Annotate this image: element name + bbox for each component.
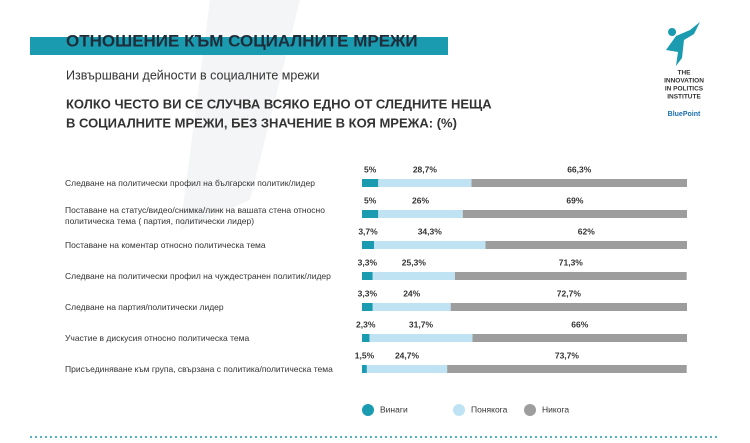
bar-segment — [485, 241, 687, 249]
bar-segment — [362, 272, 373, 280]
value-label: 28,7% — [413, 164, 438, 174]
value-label: 3,7% — [358, 226, 378, 236]
bar-segment — [362, 210, 379, 218]
legend-label: Понякога — [471, 404, 508, 414]
legend-swatch — [362, 404, 374, 416]
value-label: 71,3% — [559, 257, 584, 267]
legend-swatch — [453, 404, 465, 416]
category-label: Поставане на статус/видео/снимка/линк на… — [65, 205, 325, 226]
value-label: 31,7% — [409, 319, 434, 329]
bar-segment — [462, 210, 687, 218]
bar-segment — [372, 272, 455, 280]
bar-segment — [369, 334, 473, 342]
value-label: 66% — [571, 319, 588, 329]
category-label: Следване на политически профил на българ… — [65, 177, 315, 188]
logo-brand: BluePoint — [668, 111, 701, 118]
bar-segment — [378, 179, 472, 187]
bar-segment — [454, 272, 687, 280]
value-label: 5% — [364, 164, 377, 174]
question: КОЛКО ЧЕСТО ВИ СЕ СЛУЧВА ВСЯКО ЕДНО ОТ С… — [66, 96, 492, 111]
bar-segment — [372, 303, 451, 311]
logo-text: THE — [678, 70, 692, 77]
question: В СОЦИАЛНИТЕ МРЕЖИ, БЕЗ ЗНАЧЕНИЕ В КОЯ М… — [66, 115, 457, 130]
value-label: 26% — [412, 195, 429, 205]
value-label: 72,7% — [557, 288, 582, 298]
bar-segment — [447, 365, 687, 373]
value-label: 69% — [566, 195, 583, 205]
bar-segment — [450, 303, 687, 311]
legend-swatch — [524, 404, 536, 416]
category-label: Следване на политически профил на чуждес… — [65, 270, 331, 281]
bar-segment — [374, 241, 486, 249]
value-label: 3,3% — [358, 257, 378, 267]
logo-icon — [666, 22, 700, 66]
category-label: Участие в дискусия относно политическа т… — [65, 332, 250, 343]
value-label: 73,7% — [555, 350, 580, 360]
subtitle: Извършвани дейности в социалните мрежи — [66, 68, 320, 82]
value-label: 24% — [403, 288, 420, 298]
legend-label: Винаги — [380, 404, 408, 414]
value-label: 2,3% — [356, 319, 376, 329]
bar-segment — [362, 334, 370, 342]
background-shape — [180, 0, 300, 230]
bar-segment — [378, 210, 463, 218]
bar-segment — [362, 365, 367, 373]
bar-segment — [362, 179, 379, 187]
bar-segment — [362, 241, 375, 249]
bar-segment — [471, 179, 687, 187]
bar-segment — [472, 334, 687, 342]
value-label: 34,3% — [418, 226, 443, 236]
value-label: 66,3% — [567, 164, 592, 174]
logo-text: INNOVATION — [664, 78, 704, 85]
chart-title: ОТНОШЕНИЕ КЪМ СОЦИАЛНИТЕ МРЕЖИ — [66, 31, 418, 50]
value-label: 62% — [578, 226, 595, 236]
value-label: 5% — [364, 195, 377, 205]
logo-text: INSTITUTE — [667, 94, 701, 101]
logo-text: IN POLITICS — [665, 86, 704, 93]
bar-segment — [362, 303, 373, 311]
category-label: Присъединяване към група, свързана с пол… — [65, 363, 333, 374]
value-label: 25,3% — [402, 257, 427, 267]
category-label: Следване на партия/политически лидер — [65, 301, 224, 312]
value-label: 3,3% — [358, 288, 378, 298]
value-label: 1,5% — [355, 350, 375, 360]
category-label: Поставане на коментар относно политическ… — [65, 239, 266, 250]
bar-segment — [366, 365, 448, 373]
title-band — [30, 37, 448, 55]
legend-label: Никога — [542, 404, 569, 414]
value-label: 24,7% — [395, 350, 420, 360]
